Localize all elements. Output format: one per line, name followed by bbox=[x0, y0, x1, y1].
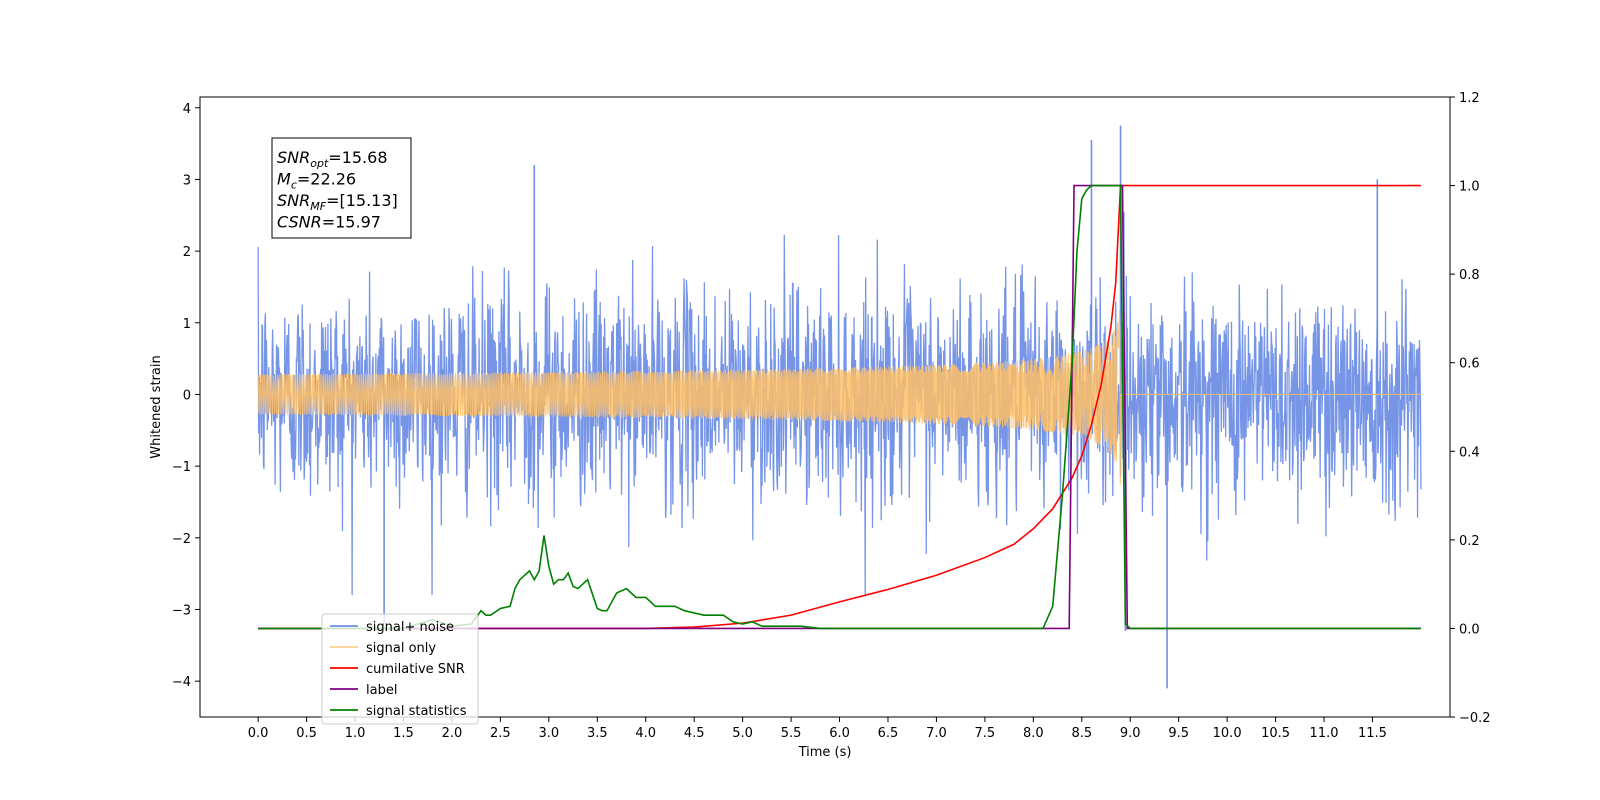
x-tick-label: 1.0 bbox=[345, 726, 366, 741]
y-tick-label: 0 bbox=[183, 388, 191, 403]
x-tick-label: 9.0 bbox=[1120, 726, 1141, 741]
y-tick-label: 4 bbox=[183, 102, 191, 117]
y-tick-label: 2 bbox=[183, 245, 191, 260]
y-axis-right: 1.2 1.0 0.8 0.6 0.4 0.2 0.0 −0.2 bbox=[1450, 91, 1491, 726]
x-tick-label: 7.0 bbox=[926, 726, 947, 741]
x-tick-label: 10.0 bbox=[1213, 726, 1242, 741]
series-layer bbox=[257, 125, 1422, 689]
x-tick-label: 0.5 bbox=[296, 726, 317, 741]
x-tick-label: 2.5 bbox=[490, 726, 511, 741]
x-tick-label: 3.0 bbox=[538, 726, 559, 741]
y2-tick-label: 0.4 bbox=[1459, 445, 1480, 460]
x-axis: 0.0 0.5 1.0 1.5 2.0 2.5 3.0 3.5 4.0 4.5 5.0 5.5 6.0 6… bbox=[248, 717, 1387, 741]
x-tick-label: 0.0 bbox=[248, 726, 269, 741]
x-tick-label: 9.5 bbox=[1168, 726, 1189, 741]
x-tick-label: 2.0 bbox=[442, 726, 463, 741]
legend-frame bbox=[321, 613, 479, 725]
annotation-line: Mc=22.26 bbox=[277, 170, 356, 192]
y-tick-label: −2 bbox=[172, 532, 191, 547]
x-tick-label: 4.0 bbox=[635, 726, 656, 741]
x-tick-label: 8.5 bbox=[1071, 726, 1092, 741]
annotation-box: SNRopt=15.68Mc=22.26SNRMF=[15.13]CSNR=15… bbox=[271, 137, 412, 239]
x-tick-label: 5.5 bbox=[781, 726, 802, 741]
legend-label: signal+ noise bbox=[366, 620, 454, 635]
x-tick-label: 7.5 bbox=[975, 726, 996, 741]
x-tick-label: 5.0 bbox=[732, 726, 753, 741]
y-axis-left: 4 3 2 1 0 −1 −2 −3 −4 bbox=[172, 102, 200, 690]
legend: signal+ noise signal only cumilative SNR la… bbox=[321, 613, 479, 725]
x-tick-label: 6.0 bbox=[829, 726, 850, 741]
y2-tick-label: 1.0 bbox=[1459, 180, 1480, 195]
plot-frame bbox=[199, 96, 1451, 718]
y-tick-label: −3 bbox=[172, 603, 191, 618]
x-tick-label: 3.5 bbox=[587, 726, 608, 741]
y2-tick-label: 1.2 bbox=[1459, 91, 1480, 106]
annotation-line: SNRMF=[15.13] bbox=[277, 191, 398, 213]
x-tick-label: 8.0 bbox=[1023, 726, 1044, 741]
y2-tick-label: 0.2 bbox=[1459, 534, 1480, 549]
annotation-frame bbox=[271, 137, 412, 239]
legend-label: signal only bbox=[366, 641, 436, 656]
y2-tick-label: 0.8 bbox=[1459, 268, 1480, 283]
y-tick-label: 3 bbox=[183, 173, 191, 188]
y2-tick-label: 0.0 bbox=[1459, 622, 1480, 637]
y-tick-label: 1 bbox=[183, 317, 191, 332]
x-tick-label: 11.5 bbox=[1358, 726, 1387, 741]
y-tick-label: −4 bbox=[172, 675, 191, 690]
annotation-line: SNRopt=15.68 bbox=[277, 148, 388, 170]
x-tick-label: 6.5 bbox=[878, 726, 899, 741]
legend-label: label bbox=[366, 683, 397, 698]
legend-label: cumilative SNR bbox=[366, 662, 465, 677]
annotation-line: CSNR=15.97 bbox=[277, 213, 381, 232]
legend-label: signal statistics bbox=[366, 704, 467, 719]
x-axis-label: Time (s) bbox=[798, 745, 852, 760]
y-tick-label: −1 bbox=[172, 460, 191, 475]
x-tick-label: 1.5 bbox=[393, 726, 414, 741]
series-signal-statistics bbox=[258, 184, 1421, 630]
y2-tick-label: 0.6 bbox=[1459, 357, 1480, 372]
y-axis-label: Whitened strain bbox=[149, 355, 164, 458]
x-tick-label: 10.5 bbox=[1261, 726, 1290, 741]
y2-tick-label: −0.2 bbox=[1459, 711, 1491, 726]
x-tick-label: 4.5 bbox=[684, 726, 705, 741]
series-signal-only bbox=[257, 310, 1421, 485]
x-tick-label: 11.0 bbox=[1310, 726, 1339, 741]
